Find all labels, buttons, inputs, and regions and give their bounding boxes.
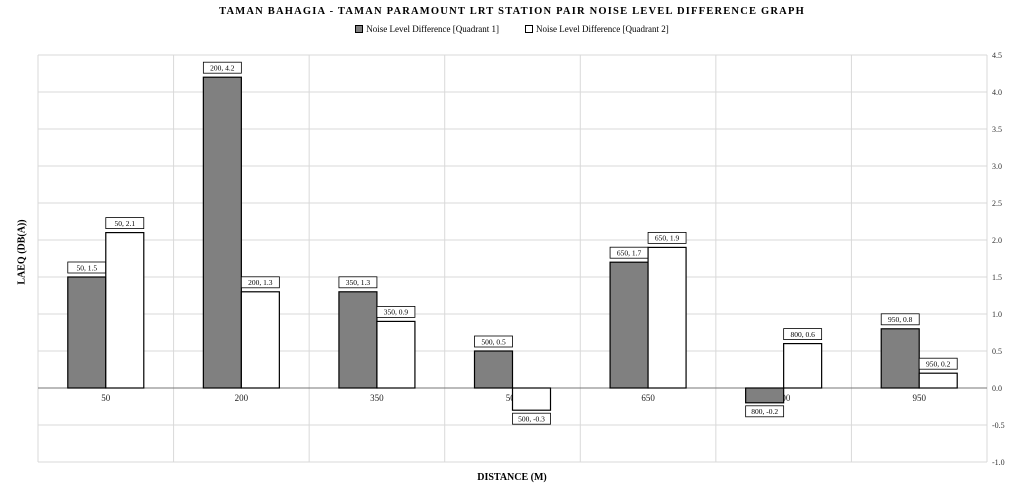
data-label-box bbox=[474, 335, 513, 348]
data-label-box bbox=[376, 305, 416, 318]
legend: Noise Level Difference [Quadrant 1] Nois… bbox=[0, 24, 1024, 34]
data-label-box bbox=[512, 412, 551, 425]
legend-label-quadrant-1: Noise Level Difference [Quadrant 1] bbox=[366, 24, 499, 34]
bar-quadrant-2 bbox=[647, 246, 687, 389]
y-tick-label: 0.5 bbox=[992, 347, 1002, 356]
data-label: 200, 4.2 bbox=[210, 64, 235, 73]
x-tick-label: 350 bbox=[370, 393, 384, 403]
y-tick-label: 3.5 bbox=[992, 125, 1002, 134]
y-tick-label: 2.0 bbox=[992, 236, 1002, 245]
x-tick-label: 650 bbox=[641, 393, 655, 403]
bar-quadrant-1 bbox=[473, 350, 514, 389]
bar-quadrant-2 bbox=[376, 320, 416, 389]
legend-label-quadrant-2: Noise Level Difference [Quadrant 2] bbox=[536, 24, 669, 34]
data-label-box bbox=[202, 61, 242, 74]
y-tick-label: -0.5 bbox=[992, 421, 1005, 430]
data-label-box bbox=[880, 313, 920, 326]
bar-quadrant-2 bbox=[511, 387, 552, 411]
x-axis-label: DISTANCE (M) bbox=[477, 472, 547, 483]
y-tick-label: 3.0 bbox=[992, 162, 1002, 171]
data-label: 50, 1.5 bbox=[76, 263, 97, 272]
data-label-box bbox=[105, 217, 145, 230]
data-label: 800, -0.2 bbox=[751, 407, 778, 416]
data-label: 950, 0.2 bbox=[926, 360, 951, 369]
legend-item-quadrant-2: Noise Level Difference [Quadrant 2] bbox=[525, 24, 669, 34]
data-label: 350, 0.9 bbox=[384, 308, 409, 317]
bar-quadrant-1 bbox=[609, 261, 649, 389]
data-label: 500, 0.5 bbox=[481, 337, 506, 346]
data-label: 650, 1.7 bbox=[617, 249, 642, 258]
bar-quadrant-1 bbox=[67, 276, 107, 389]
bar-quadrant-1 bbox=[202, 76, 242, 389]
bar-quadrant-2 bbox=[918, 372, 958, 389]
data-label-box bbox=[647, 231, 687, 244]
data-label-box bbox=[918, 357, 958, 370]
y-tick-label: 2.5 bbox=[992, 199, 1002, 208]
data-label: 950, 0.8 bbox=[888, 315, 913, 324]
x-tick-label: 950 bbox=[912, 393, 926, 403]
data-label: 50, 2.1 bbox=[114, 219, 135, 228]
legend-item-quadrant-1: Noise Level Difference [Quadrant 1] bbox=[355, 24, 499, 34]
legend-swatch-quadrant-2 bbox=[525, 25, 533, 33]
bar-quadrant-2 bbox=[783, 343, 823, 389]
data-label: 500, -0.3 bbox=[518, 415, 545, 424]
bar-quadrant-1 bbox=[338, 291, 378, 389]
data-label-box bbox=[338, 276, 378, 289]
legend-swatch-quadrant-1 bbox=[355, 25, 364, 33]
x-tick-label: 50 bbox=[101, 393, 111, 403]
data-label: 800, 0.6 bbox=[790, 330, 815, 339]
data-label: 650, 1.9 bbox=[655, 234, 680, 243]
data-label-box bbox=[745, 405, 785, 418]
y-tick-label: -1.0 bbox=[992, 458, 1005, 467]
y-tick-label: 0.0 bbox=[992, 384, 1002, 393]
y-tick-label: 1.0 bbox=[992, 310, 1002, 319]
bar-quadrant-2 bbox=[105, 232, 145, 389]
data-label: 350, 1.3 bbox=[346, 278, 371, 287]
y-tick-label: 1.5 bbox=[992, 273, 1002, 282]
x-tick-label: 200 bbox=[235, 393, 249, 403]
y-tick-label: 4.0 bbox=[992, 88, 1002, 97]
data-label: 200, 1.3 bbox=[248, 278, 273, 287]
data-label-box bbox=[240, 276, 280, 289]
data-label-box bbox=[783, 328, 823, 341]
bar-quadrant-2 bbox=[240, 291, 280, 389]
chart-title: TAMAN BAHAGIA - TAMAN PARAMOUNT LRT STAT… bbox=[219, 6, 805, 17]
y-tick-label: 4.5 bbox=[992, 51, 1002, 60]
bar-quadrant-1 bbox=[745, 387, 785, 404]
bar-quadrant-1 bbox=[880, 328, 920, 389]
